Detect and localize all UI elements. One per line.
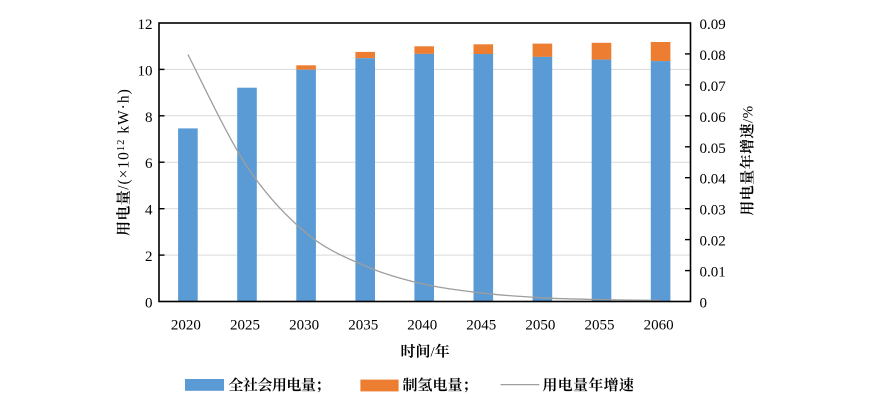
svg-text:2025: 2025 <box>230 318 260 334</box>
svg-text:8: 8 <box>145 110 153 126</box>
svg-text:2030: 2030 <box>289 318 319 334</box>
svg-text:/(×1012 kW·h): /(×1012 kW·h) <box>116 88 133 190</box>
svg-text:0.06: 0.06 <box>700 110 727 126</box>
svg-text:/%: /% <box>740 105 756 123</box>
svg-text:0.05: 0.05 <box>700 141 726 157</box>
svg-text:4: 4 <box>145 203 153 219</box>
svg-text:2040: 2040 <box>407 318 437 334</box>
svg-text:2045: 2045 <box>466 318 496 334</box>
svg-text:2055: 2055 <box>585 318 615 334</box>
svg-text:/: / <box>431 345 436 361</box>
svg-text:2060: 2060 <box>644 318 674 334</box>
svg-text:0.01: 0.01 <box>700 265 726 281</box>
svg-text:0.02: 0.02 <box>700 234 726 250</box>
svg-text:0: 0 <box>700 296 708 312</box>
svg-text:2035: 2035 <box>348 318 378 334</box>
svg-text:0.03: 0.03 <box>700 203 726 219</box>
svg-text:0.09: 0.09 <box>700 17 726 33</box>
svg-text:10: 10 <box>138 63 153 79</box>
svg-text:0.04: 0.04 <box>700 172 727 188</box>
svg-text:2020: 2020 <box>171 318 201 334</box>
svg-text:2050: 2050 <box>525 318 555 334</box>
svg-text:12: 12 <box>138 17 153 33</box>
svg-text:2: 2 <box>145 249 153 265</box>
svg-text:0.08: 0.08 <box>700 48 726 64</box>
svg-text:6: 6 <box>145 156 153 172</box>
svg-text:0: 0 <box>145 296 153 312</box>
svg-text:0.07: 0.07 <box>700 79 727 95</box>
